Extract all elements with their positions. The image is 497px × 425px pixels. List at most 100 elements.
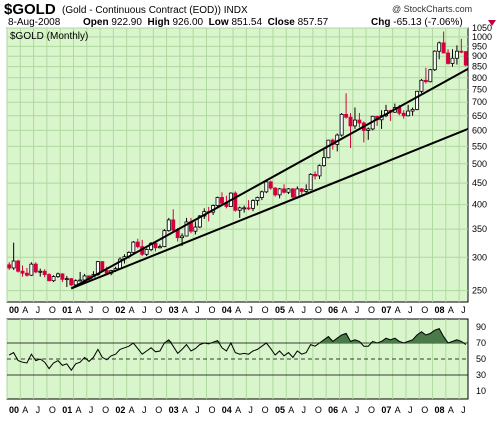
candle-body (410, 109, 415, 112)
price-tick-label: 400 (472, 200, 487, 210)
x-tick-label: O (208, 305, 215, 315)
candle (317, 164, 322, 180)
candle (353, 107, 357, 129)
x-tick-label: O (368, 305, 375, 315)
candle-body (304, 189, 309, 192)
candle-body (454, 50, 459, 59)
quote-date: 8-Aug-2008 (8, 17, 61, 28)
candle-body (255, 197, 260, 201)
candle (432, 50, 437, 72)
candle (406, 104, 411, 117)
candle (251, 199, 255, 212)
price-tick-label: 650 (472, 111, 487, 121)
candle-body (353, 119, 357, 127)
candle (357, 112, 362, 128)
price-x-axis: 00 A J O 01 A J O 02 A J O 03 A J O 04 A J O 05 A J O 06 A J O 07 A J O… (9, 305, 466, 315)
x-tick-label: O (262, 405, 269, 415)
candle (454, 45, 459, 65)
candle (131, 240, 136, 254)
x-tick-label: 06 (328, 305, 338, 315)
candle (446, 49, 451, 65)
x-tick-label: J (248, 305, 253, 315)
candle-body (348, 116, 353, 127)
candle-body (415, 90, 419, 110)
rsi-tick-label: 50 (476, 354, 486, 364)
candle-body (406, 110, 411, 117)
candle-body (428, 69, 433, 83)
candle-body (437, 42, 442, 52)
candle (47, 273, 52, 282)
x-tick-label: A (395, 305, 401, 315)
x-tick-label: A (448, 405, 454, 415)
candle-body (366, 128, 371, 131)
x-tick-label: O (208, 405, 215, 415)
x-tick-label: A (448, 305, 454, 315)
candle (255, 196, 260, 206)
candle-body (321, 157, 326, 167)
candle (344, 93, 349, 119)
price-tick-label: 1000 (472, 32, 492, 42)
candle (20, 265, 25, 277)
candle-body (184, 221, 189, 237)
x-tick-label: O (155, 405, 162, 415)
candle (463, 51, 468, 67)
x-tick-label: J (89, 405, 94, 415)
x-tick-label: J (195, 305, 200, 315)
candle-body (60, 273, 65, 280)
x-tick-label: O (315, 405, 322, 415)
candle-body (78, 279, 83, 282)
candle (313, 171, 318, 180)
candle-body (286, 188, 291, 193)
x-tick-label: 03 (169, 305, 179, 315)
candle (51, 275, 56, 283)
x-tick-label: A (75, 405, 81, 415)
trendline (70, 67, 469, 290)
watermark: @ StockCharts.com (392, 4, 473, 14)
candle (348, 112, 353, 149)
candle-body (446, 52, 451, 64)
candle-body (64, 278, 69, 281)
candle-body (326, 139, 331, 159)
candle (184, 217, 189, 237)
candle-body (38, 270, 43, 273)
x-tick-label: O (102, 305, 109, 315)
x-tick-label: O (262, 305, 269, 315)
x-tick-label: J (461, 305, 466, 315)
candle-body (242, 207, 247, 210)
candle (64, 275, 69, 288)
candle (459, 38, 464, 54)
x-tick-label: 07 (381, 305, 391, 315)
x-tick-label: J (461, 405, 466, 415)
x-tick-label: 00 (9, 405, 19, 415)
x-tick-label: A (235, 405, 241, 415)
price-tick-label: 850 (472, 62, 487, 72)
candle (419, 78, 424, 94)
candle-body (29, 263, 34, 276)
candle (171, 209, 176, 232)
rsi-overbought-fill (9, 328, 466, 343)
price-panel-title: $GOLD (Monthly) (10, 31, 88, 42)
candle (220, 192, 224, 206)
rsi-line (8, 327, 467, 372)
x-tick-label: O (155, 305, 162, 315)
candle (282, 184, 286, 194)
low-label: Low (208, 17, 229, 28)
price-tick-label: 1050 (472, 23, 492, 33)
x-tick-label: 08 (435, 405, 445, 415)
candle (268, 180, 273, 190)
x-tick-label: O (421, 305, 428, 315)
candle-body (295, 188, 300, 198)
x-tick-label: 05 (275, 405, 285, 415)
candle (415, 90, 419, 111)
candle (326, 139, 331, 159)
candle-body (220, 197, 224, 204)
price-tick-label: 950 (472, 41, 487, 51)
candle-body (11, 260, 16, 269)
candle-body (56, 273, 60, 277)
candle-body (313, 173, 318, 177)
x-tick-label: J (142, 405, 147, 415)
x-tick-label: A (341, 405, 347, 415)
